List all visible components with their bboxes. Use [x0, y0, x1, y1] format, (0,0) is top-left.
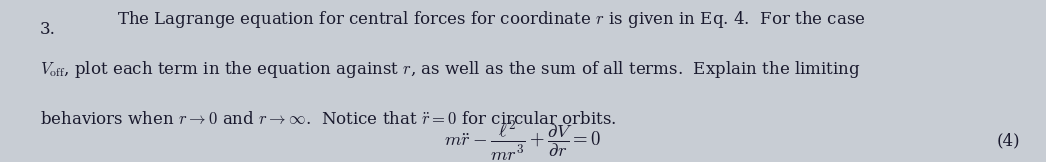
Text: The Lagrange equation for central forces for coordinate $r$ is given in Eq. 4.  : The Lagrange equation for central forces…	[117, 9, 866, 30]
Text: (4): (4)	[996, 133, 1020, 149]
Text: 3.: 3.	[40, 21, 55, 38]
Text: $V_{\mathrm{off}}$, plot each term in the equation against $r$, as well as the s: $V_{\mathrm{off}}$, plot each term in th…	[40, 59, 861, 80]
Text: behaviors when $r \rightarrow 0$ and $r \rightarrow \infty$.  Notice that $\ddot: behaviors when $r \rightarrow 0$ and $r …	[40, 111, 616, 128]
Text: $m\ddot{r} - \dfrac{\ell^2}{mr^3} + \dfrac{\partial V}{\partial r} = 0$: $m\ddot{r} - \dfrac{\ell^2}{mr^3} + \dfr…	[445, 119, 601, 162]
